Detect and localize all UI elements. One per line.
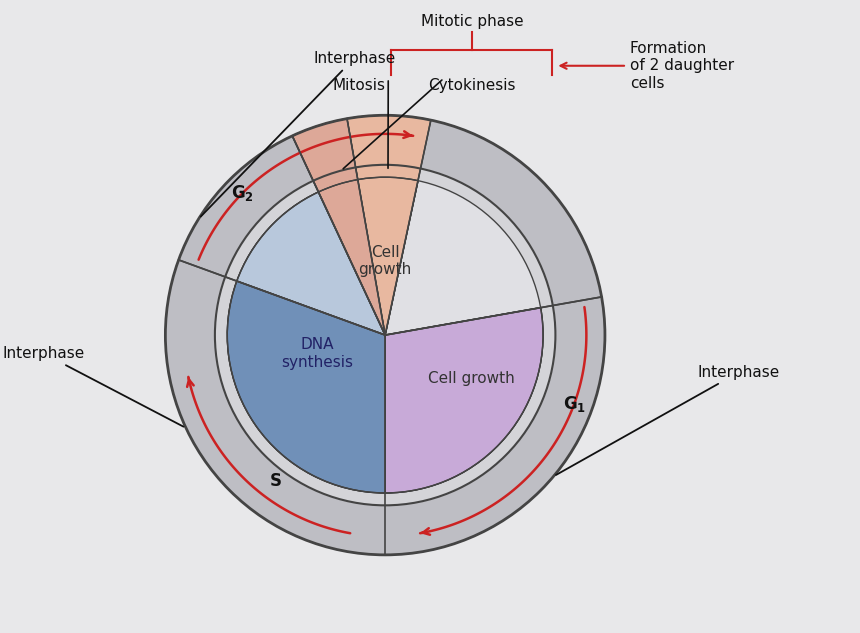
Wedge shape: [318, 180, 385, 335]
Circle shape: [227, 177, 543, 493]
Wedge shape: [385, 308, 543, 493]
Wedge shape: [237, 192, 385, 335]
Wedge shape: [292, 118, 385, 335]
Text: $\mathbf{S}$: $\mathbf{S}$: [269, 472, 281, 490]
Text: $\mathbf{G_2}$: $\mathbf{G_2}$: [231, 183, 255, 203]
Circle shape: [227, 177, 543, 493]
Text: Cytokinesis: Cytokinesis: [428, 78, 516, 93]
Text: Formation
of 2 daughter
cells: Formation of 2 daughter cells: [561, 41, 734, 91]
Wedge shape: [385, 308, 543, 493]
Text: Mitotic phase: Mitotic phase: [421, 14, 523, 28]
Text: Cell growth: Cell growth: [428, 371, 515, 386]
Wedge shape: [358, 177, 418, 335]
Wedge shape: [227, 281, 385, 493]
Wedge shape: [227, 281, 385, 493]
Wedge shape: [237, 192, 385, 335]
Circle shape: [215, 165, 556, 505]
Wedge shape: [318, 180, 385, 335]
Text: Interphase: Interphase: [3, 346, 183, 427]
Text: Cell
growth: Cell growth: [359, 244, 412, 277]
Text: Interphase: Interphase: [556, 365, 780, 475]
Text: Mitosis: Mitosis: [332, 78, 385, 93]
Text: DNA
synthesis: DNA synthesis: [281, 337, 353, 370]
Circle shape: [165, 115, 605, 555]
Wedge shape: [347, 115, 431, 335]
Wedge shape: [358, 177, 418, 335]
Text: $\mathbf{G_1}$: $\mathbf{G_1}$: [562, 394, 586, 414]
Text: Interphase: Interphase: [200, 51, 396, 216]
